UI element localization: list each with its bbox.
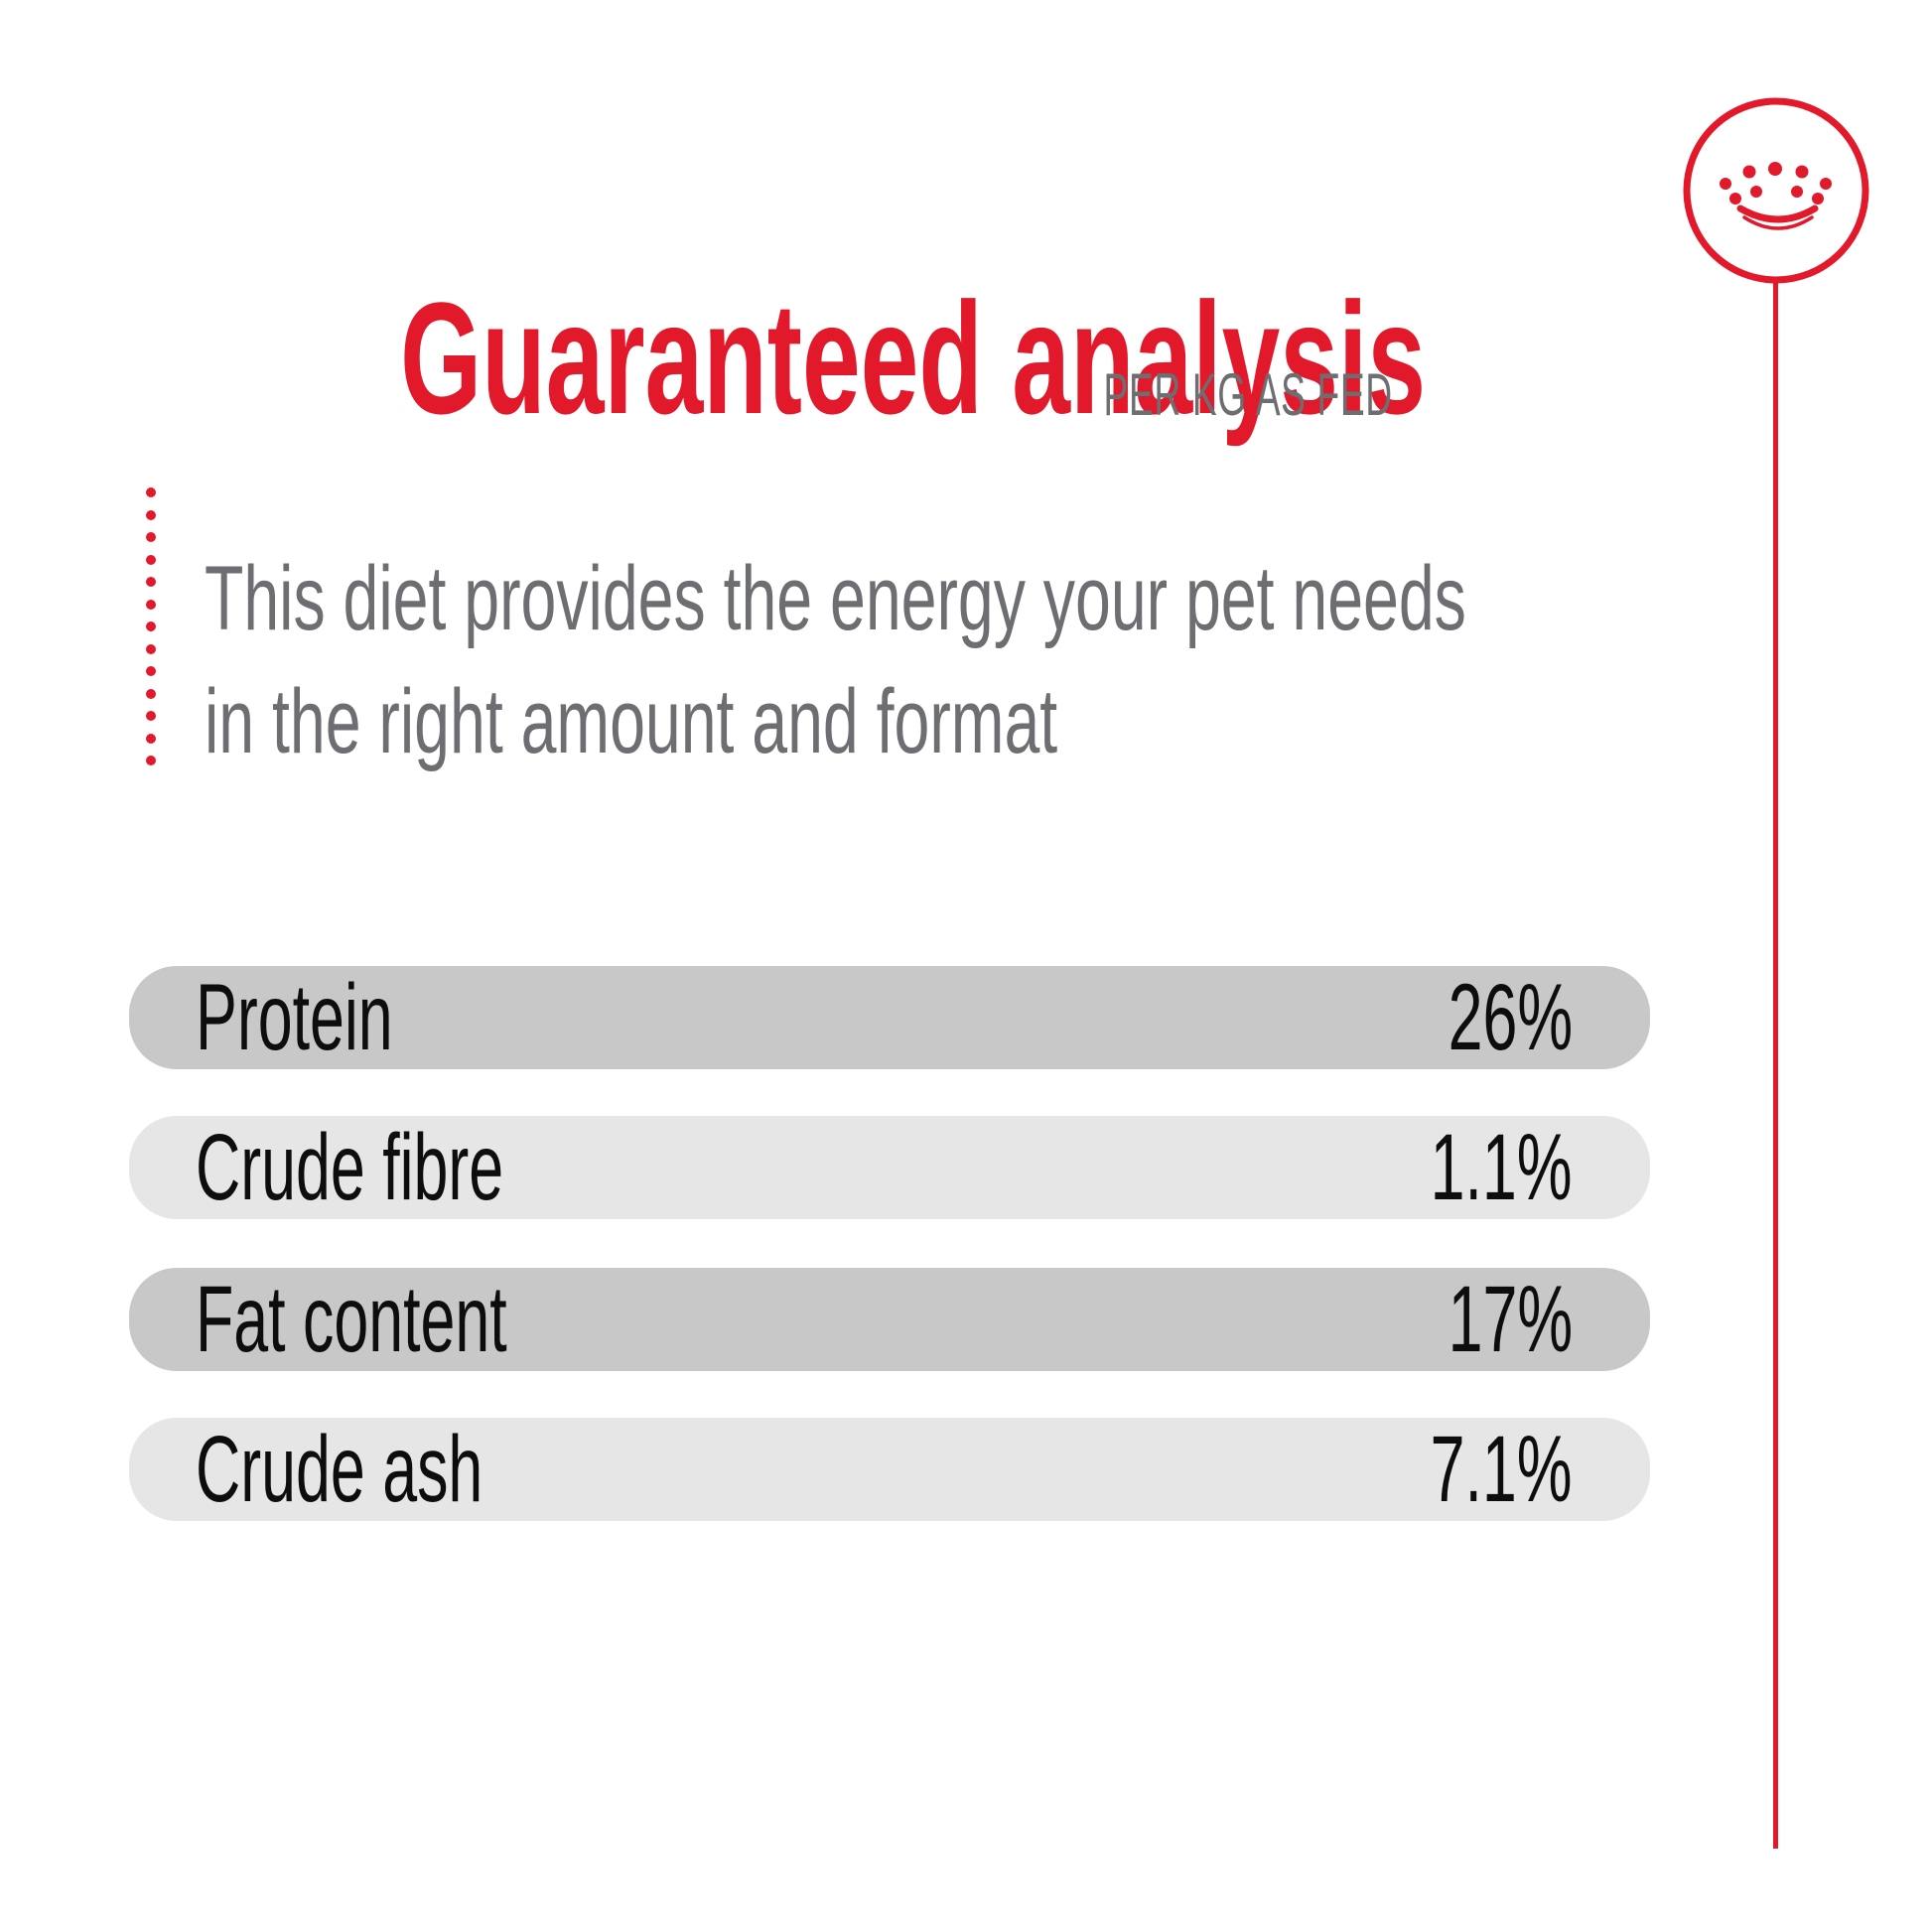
row-value: 1.1% [1431, 1114, 1573, 1220]
table-row: Crude fibre 1.1% [129, 1114, 1650, 1220]
intro-text: This diet provides the energy your pet n… [205, 537, 1932, 783]
dotted-accent-rule [146, 487, 156, 765]
row-value: 17% [1448, 1266, 1573, 1372]
subtitle-per-kg-as-fed: PER KG AS FED [1103, 361, 1393, 428]
table-row: Fat content 17% [129, 1266, 1650, 1372]
page-title: Guaranteed analysis [400, 269, 1427, 448]
row-label: Crude ash [196, 1416, 483, 1522]
row-label: Crude fibre [196, 1114, 504, 1220]
royal-canin-crown-icon [1683, 97, 1869, 284]
row-label: Protein [196, 964, 393, 1070]
intro-line-1: This diet provides the energy your pet n… [205, 548, 1466, 649]
vertical-accent-rule [1773, 280, 1778, 1849]
row-value: 7.1% [1431, 1416, 1573, 1522]
table-row: Protein 26% [129, 964, 1650, 1070]
intro-line-2: in the right amount and format [205, 671, 1058, 772]
table-row: Crude ash 7.1% [129, 1416, 1650, 1522]
row-value: 26% [1448, 964, 1573, 1070]
row-label: Fat content [196, 1266, 507, 1372]
